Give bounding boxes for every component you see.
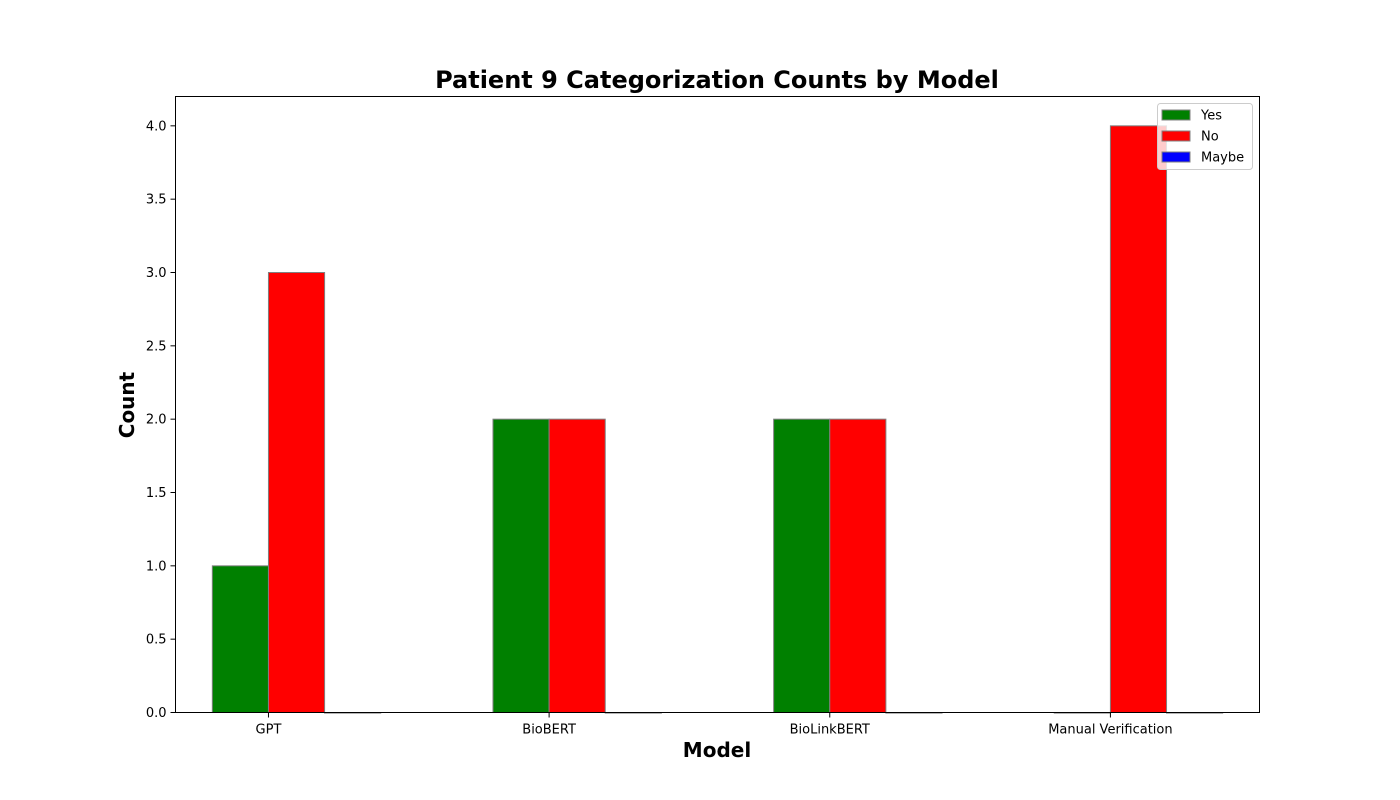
y-tick-label: 1.0 [146, 559, 167, 574]
y-tick-label: 1.5 [146, 486, 167, 501]
y-tick-label: 2.0 [146, 413, 167, 428]
y-tick-label: 4.0 [146, 119, 167, 134]
x-tick-label-biobert: BioBERT [522, 723, 576, 738]
bar-no-gpt [267, 272, 326, 713]
y-tick-label: 0.5 [146, 633, 167, 648]
x-tick-label-manual-verification: Manual Verification [1048, 723, 1172, 738]
x-tick-label-gpt: GPT [256, 723, 282, 738]
plot-frame [175, 96, 1260, 713]
bar-yes-biobert [492, 418, 550, 713]
legend-label-yes: Yes [1200, 109, 1222, 124]
legend-label-maybe: Maybe [1201, 151, 1244, 166]
bars-group [211, 125, 1224, 714]
y-axis-label: Count [115, 371, 139, 438]
x-axis-ticks: GPT BioBERT BioLinkBERT Manual Verification [256, 712, 1173, 738]
y-tick-label: 2.5 [146, 339, 167, 354]
bar-yes-biolinkbert [773, 418, 831, 713]
bar-no-biobert [548, 418, 606, 713]
legend-swatch-no [1161, 130, 1191, 142]
y-tick-label: 3.0 [146, 266, 167, 281]
chart-title: Patient 9 Categorization Counts by Model [435, 66, 999, 94]
bar-no-biolinkbert [829, 418, 887, 713]
x-tick-label-biolinkbert: BioLinkBERT [790, 723, 870, 738]
bar-yes-gpt [211, 565, 269, 713]
x-axis-label: Model [683, 738, 751, 762]
legend-label-no: No [1201, 130, 1219, 145]
y-axis-ticks: 0.0 0.5 1.0 1.5 2.0 2.5 3.0 3.5 4.0 [146, 119, 176, 721]
bar-no-manual-verification [1109, 125, 1168, 714]
y-tick-label: 0.0 [146, 706, 167, 721]
legend-swatch-maybe [1161, 151, 1191, 163]
legend: Yes No Maybe [1157, 103, 1253, 170]
legend-swatch-yes [1161, 109, 1191, 121]
y-tick-label: 3.5 [146, 193, 167, 208]
